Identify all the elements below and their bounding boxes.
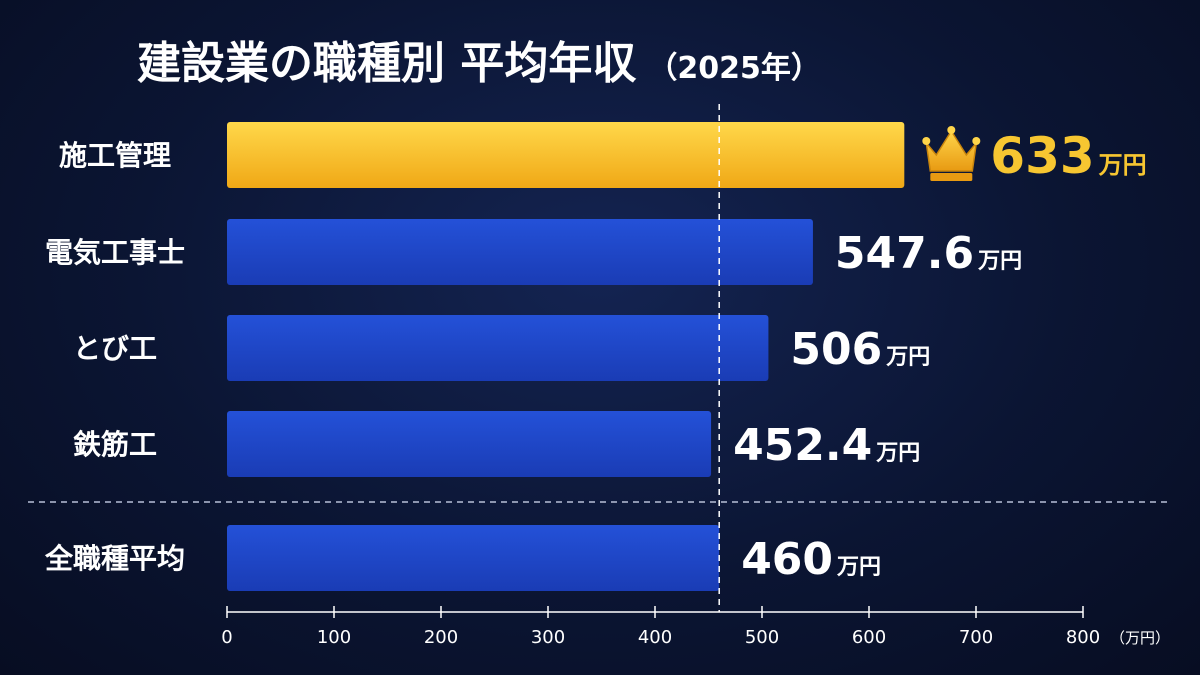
category-label-5: 全職種平均 xyxy=(44,542,185,575)
x-tick-label-800: 800 xyxy=(1066,627,1100,648)
crown-icon xyxy=(922,126,981,181)
value-unit-2: 万円 xyxy=(977,249,1022,274)
value-label-1: 633 万円 xyxy=(990,127,1146,185)
bars-group xyxy=(227,122,905,591)
crown-jewel-left xyxy=(922,137,931,145)
value-unit-1: 万円 xyxy=(1099,151,1147,179)
value-number-2: 547.6 xyxy=(835,228,974,279)
crown-jewel-right xyxy=(972,137,981,145)
x-axis-unit: （万円） xyxy=(1110,629,1170,647)
value-unit-4: 万円 xyxy=(875,441,920,466)
x-tick-label-0: 0 xyxy=(221,627,232,648)
x-axis-ticks: 0 100 200 300 400 500 600 700 800 xyxy=(221,606,1100,648)
value-number-4: 452.4 xyxy=(733,420,872,471)
value-label-3: 506 万円 xyxy=(790,324,930,375)
category-label-3: とび工 xyxy=(73,332,157,365)
x-tick-label-600: 600 xyxy=(852,627,886,648)
value-label-5: 460 万円 xyxy=(741,534,881,585)
value-number-3: 506 xyxy=(790,324,882,375)
crown-band xyxy=(930,173,973,181)
chart-subtitle: （2025年） xyxy=(647,51,821,86)
bar-4 xyxy=(227,411,712,477)
x-tick-label-400: 400 xyxy=(638,627,672,648)
category-label-1: 施工管理 xyxy=(59,139,171,172)
category-label-2: 電気工事士 xyxy=(45,236,185,269)
bar-5 xyxy=(227,525,720,591)
x-tick-label-700: 700 xyxy=(959,627,993,648)
x-tick-label-100: 100 xyxy=(317,627,351,648)
value-number-1: 633 xyxy=(990,127,1094,185)
x-tick-label-500: 500 xyxy=(745,627,779,648)
value-unit-3: 万円 xyxy=(885,345,930,370)
x-tick-label-300: 300 xyxy=(531,627,565,648)
category-label-4: 鉄筋工 xyxy=(73,428,157,461)
bar-2 xyxy=(227,219,813,285)
chart-title: 建設業の職種別 平均年収 （2025年） xyxy=(137,38,821,89)
crown-body xyxy=(925,129,978,172)
value-label-4: 452.4 万円 xyxy=(733,420,920,471)
chart-title-main: 建設業の職種別 平均年収 xyxy=(137,38,636,89)
value-number-5: 460 xyxy=(741,534,833,585)
value-label-2: 547.6 万円 xyxy=(835,228,1022,279)
bar-3 xyxy=(227,315,769,381)
bar-1 xyxy=(227,122,905,188)
value-unit-5: 万円 xyxy=(836,555,881,580)
crown-jewel-center xyxy=(947,126,956,134)
x-tick-label-200: 200 xyxy=(424,627,458,648)
